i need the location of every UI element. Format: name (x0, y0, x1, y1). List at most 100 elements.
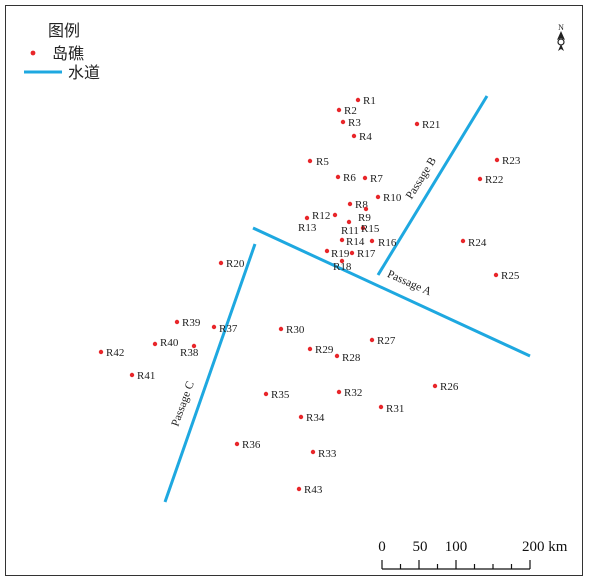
reef-label-r12: R12 (312, 210, 330, 222)
passage-line-3 (163, 243, 257, 503)
reef-marker-r25 (493, 272, 499, 278)
reef-marker-r28 (334, 353, 340, 359)
reef-marker-r11 (346, 219, 352, 225)
reef-label-r37: R37 (219, 323, 238, 335)
reef-label-r1: R1 (363, 95, 376, 107)
reef-marker-r42 (98, 349, 104, 355)
reef-marker-r41 (129, 372, 135, 378)
reef-marker-r15 (360, 225, 366, 231)
reef-marker-r24 (460, 238, 466, 244)
reef-label-r21: R21 (422, 119, 440, 131)
legend-title: 图例 (48, 21, 80, 40)
reef-label-r15: R15 (361, 223, 380, 235)
reef-label-r33: R33 (318, 448, 337, 460)
reef-label-r32: R32 (344, 387, 362, 399)
reef-marker-r36 (234, 441, 240, 447)
reef-label-r29: R29 (315, 344, 334, 356)
reef-marker-r23 (494, 157, 500, 163)
reef-marker-r14 (339, 237, 345, 243)
reef-label-r20: R20 (226, 258, 245, 270)
reef-label-r11: R11 (341, 225, 359, 237)
reef-marker-r21 (414, 121, 420, 127)
reef-label-r35: R35 (271, 389, 290, 401)
reef-marker-r2 (336, 107, 342, 113)
reef-label-r26: R26 (440, 381, 459, 393)
scale-ticks (381, 560, 531, 569)
reef-marker-r7 (362, 175, 368, 181)
reef-label-r19: R19 (331, 248, 350, 260)
reef-label-r34: R34 (306, 412, 325, 424)
reef-marker-r29 (307, 346, 313, 352)
reef-marker-r34 (298, 414, 304, 420)
map-frame (5, 5, 583, 576)
reef-marker-r31 (378, 404, 384, 410)
reef-marker-r9 (363, 206, 369, 212)
reef-marker-r1 (355, 97, 361, 103)
reef-label-r2: R2 (344, 105, 357, 117)
passage-line-1 (252, 226, 531, 358)
reef-label-r42: R42 (106, 347, 124, 359)
reef-marker-r4 (351, 133, 357, 139)
legend: 图例 岛礁 水道 (24, 21, 100, 82)
reef-label-r25: R25 (501, 270, 520, 282)
reef-marker-r43 (296, 486, 302, 492)
reef-marker-r16 (369, 238, 375, 244)
north-arrow-icon: N (557, 23, 565, 51)
passage-line-2 (376, 95, 489, 276)
reef-label-r7: R7 (370, 173, 383, 185)
reef-marker-r18 (339, 258, 345, 264)
reef-marker-r12 (332, 212, 338, 218)
reef-marker-r10 (375, 194, 381, 200)
reef-marker-r32 (336, 389, 342, 395)
reef-marker-r30 (278, 326, 284, 332)
passage-label-2: Passage B (404, 155, 439, 201)
reef-label-r4: R4 (359, 131, 372, 143)
scale-tick-0: 0 (378, 539, 386, 555)
reef-marker-r20 (218, 260, 224, 266)
reef-marker-r3 (340, 119, 346, 125)
reef-marker-r26 (432, 383, 438, 389)
reef-label-r31: R31 (386, 403, 404, 415)
reef-label-r9: R9 (358, 212, 371, 224)
reef-label-r41: R41 (137, 370, 155, 382)
reef-label-r30: R30 (286, 324, 305, 336)
reef-label-r23: R23 (502, 155, 521, 167)
reef-label-r16: R16 (378, 237, 397, 249)
legend-reef-label: 岛礁 (52, 44, 84, 63)
reef-label-r28: R28 (342, 352, 361, 364)
reef-marker-r37 (211, 324, 217, 330)
reef-marker-r33 (310, 449, 316, 455)
north-letter: N (558, 23, 564, 32)
reef-label-r36: R36 (242, 439, 261, 451)
reef-label-r10: R10 (383, 192, 402, 204)
reef-label-r27: R27 (377, 335, 396, 347)
legend-channel-label: 水道 (68, 63, 100, 82)
scale-tick-200: 200 km (522, 539, 568, 555)
reef-label-r43: R43 (304, 484, 323, 496)
reef-marker-r38 (191, 343, 197, 349)
reef-label-r13: R13 (298, 222, 317, 234)
reef-label-r39: R39 (182, 317, 201, 329)
reef-marker-r6 (335, 174, 341, 180)
reef-label-r6: R6 (343, 172, 356, 184)
scale-tick-50: 50 (413, 539, 428, 555)
reef-marker-r5 (307, 158, 313, 164)
reef-label-r5: R5 (316, 156, 329, 168)
reef-marker-r8 (347, 201, 353, 207)
reef-marker-r19 (324, 248, 330, 254)
reef-marker-r40 (152, 341, 158, 347)
reef-marker-r39 (174, 319, 180, 325)
reef-marker-r22 (477, 176, 483, 182)
reef-label-r14: R14 (346, 236, 365, 248)
reef-label-r22: R22 (485, 174, 503, 186)
reef-label-r24: R24 (468, 237, 487, 249)
reef-marker-r35 (263, 391, 269, 397)
reef-label-r38: R38 (180, 347, 199, 359)
reef-label-r18: R18 (333, 261, 352, 273)
legend-reef-marker (30, 50, 36, 56)
reef-marker-r17 (349, 250, 355, 256)
reef-marker-r13 (304, 215, 310, 221)
